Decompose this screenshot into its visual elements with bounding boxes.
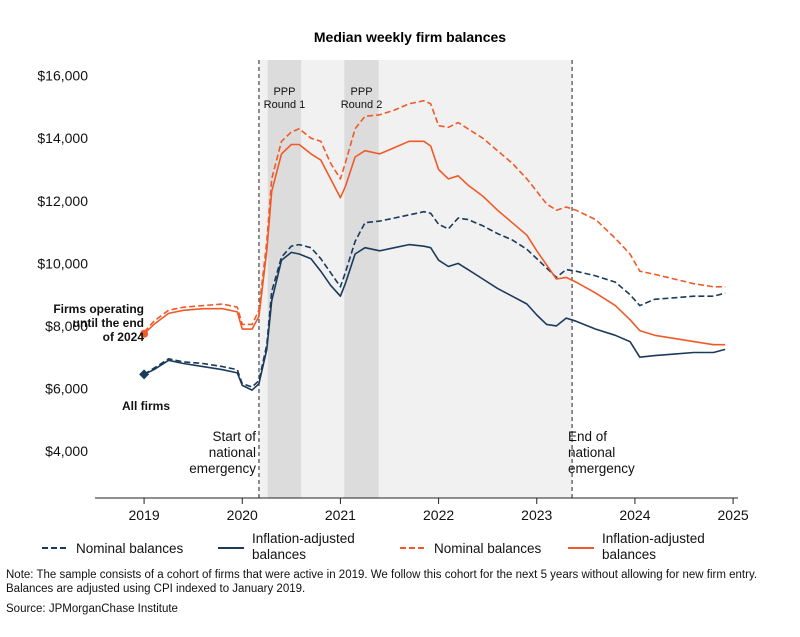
start-annotation-line2: national [209, 445, 256, 460]
legend-label-2: Inflation-adjusted [252, 531, 355, 546]
legend-label-2-line2: balances [252, 547, 306, 562]
note-text: Note: The sample consists of a cohort of… [6, 569, 758, 595]
series-line-2 [143, 243, 726, 391]
ppp-round-1-band [267, 60, 302, 498]
y-tick-label: $16,000 [37, 68, 88, 84]
legend-label-4: Inflation-adjusted [602, 531, 705, 546]
firms-label-line1: Firms operating [53, 302, 144, 316]
ppp-round-1-label-line1: PPP [273, 86, 295, 98]
y-tick-label: $12,000 [37, 193, 88, 209]
all-firms-label: All firms [122, 399, 170, 413]
x-axis: 2019 2020 2021 2022 2023 2024 2025 [95, 497, 749, 523]
x-tick-label: 2021 [325, 507, 356, 523]
start-annotation-line3: emergency [189, 461, 256, 476]
annotations: Start of national emergency End of natio… [53, 302, 635, 476]
x-tick-label: 2024 [619, 507, 650, 523]
y-tick-label: $6,000 [45, 381, 88, 397]
series-line-3 [143, 99, 726, 333]
legend: Nominal balancesInflation-adjustedbalanc… [42, 531, 705, 562]
x-tick-label: 2020 [227, 507, 258, 523]
series-line-1 [143, 210, 726, 388]
x-tick-label: 2022 [423, 507, 454, 523]
x-tick-label: 2025 [718, 507, 749, 523]
end-annotation-line1: End of [568, 429, 607, 444]
start-annotation-line1: Start of [212, 429, 256, 444]
end-annotation-line2: national [568, 445, 615, 460]
legend-label-3: Nominal balances [434, 541, 542, 556]
x-tick-label: 2019 [129, 507, 160, 523]
firms-label-line2: until the end [73, 316, 144, 330]
y-tick-label: $8,000 [45, 318, 88, 334]
firms-operating-start-marker [140, 329, 149, 338]
firms-label-line3: of 2024 [103, 330, 145, 344]
x-tick-label: 2023 [521, 507, 552, 523]
series-line-4 [143, 140, 726, 346]
chart-title: Median weekly firm balances [314, 29, 506, 45]
y-tick-label: $4,000 [45, 443, 88, 459]
source-text: Source: JPMorganChase Institute [6, 603, 178, 615]
y-tick-label: $14,000 [37, 130, 88, 146]
end-annotation-line3: emergency [568, 461, 635, 476]
ppp-round-2-band [344, 60, 379, 498]
y-axis-ticks: $4,000 $6,000 $8,000 $10,000 $12,000 $14,000 $… [37, 68, 88, 459]
y-tick-label: $10,000 [37, 255, 88, 271]
series-lines [139, 99, 726, 391]
all-firms-start-marker [139, 369, 150, 380]
legend-label-4-line2: balances [602, 547, 656, 562]
ppp-round-2-label-line1: PPP [351, 86, 373, 98]
legend-label-1: Nominal balances [76, 541, 184, 556]
ppp-round-2-label-line2: Round 2 [341, 99, 383, 111]
ppp-round-1-label-line2: Round 1 [264, 99, 306, 111]
national-emergency-band [258, 60, 573, 498]
